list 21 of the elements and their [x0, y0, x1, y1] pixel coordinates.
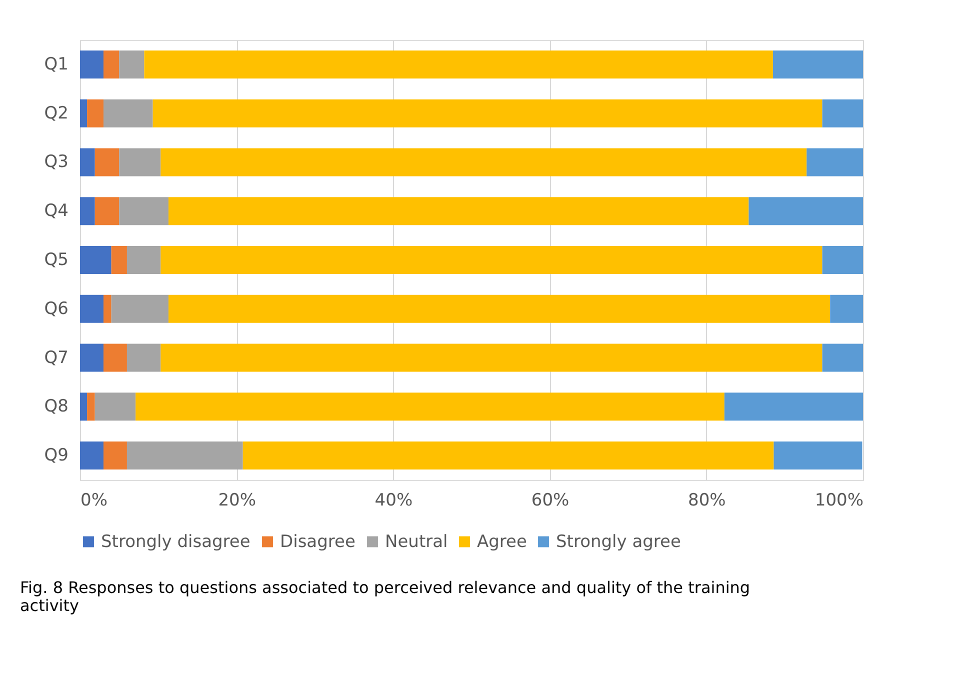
y-tick-label: Q7: [44, 348, 68, 368]
legend-label: Strongly disagree: [101, 532, 250, 552]
legend-label: Agree: [477, 532, 527, 552]
y-tick-label: Q1: [44, 54, 68, 74]
y-tick-label: Q8: [44, 396, 68, 417]
y-tick-label: Q9: [44, 446, 68, 466]
y-tick-label: Q6: [44, 298, 68, 319]
y-tick-label: Q2: [44, 103, 68, 124]
x-tick-label: 80%: [688, 490, 726, 510]
y-tick-label: Q3: [44, 152, 68, 172]
legend-label: Strongly agree: [556, 532, 681, 552]
x-tick-label: 100%: [814, 490, 864, 510]
x-tick-label: 0%: [80, 490, 108, 510]
caption: Fig. 8 Responses to questions associated to perceived relevance and quality of the training activity: [20, 578, 750, 615]
y-tick-label: Q4: [44, 201, 68, 222]
legend-label: Neutral: [385, 532, 448, 552]
x-tick-label: 20%: [218, 490, 256, 510]
x-tick-label: 40%: [374, 490, 413, 510]
legend-label: Disagree: [280, 532, 356, 552]
y-tick-label: Q5: [44, 250, 68, 270]
x-tick-label: 60%: [531, 490, 570, 510]
